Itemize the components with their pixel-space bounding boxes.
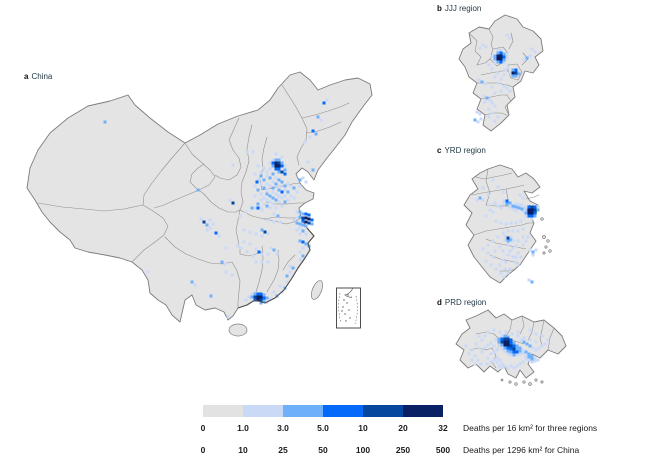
legend-tick: 50 xyxy=(318,445,328,455)
legend-color-cell xyxy=(203,405,243,417)
legend-color-cell xyxy=(403,405,443,417)
legend-tick: 20 xyxy=(398,423,408,433)
prd-region-map xyxy=(455,309,567,386)
panel-label-china: a China xyxy=(24,72,52,82)
panel-label-jjj: b JJJ region xyxy=(437,4,481,14)
panel-title: China xyxy=(31,72,53,81)
legend-tick: 100 xyxy=(355,445,371,455)
taiwan-island xyxy=(311,280,323,300)
yrd-heat-layer xyxy=(475,178,540,284)
zhoushan-islands xyxy=(540,217,552,255)
legend-tick: 0 xyxy=(200,423,206,433)
legend-color-cell xyxy=(283,405,323,417)
legend-tick: 32 xyxy=(438,423,448,433)
south-china-sea-inset xyxy=(336,287,361,329)
legend-tick: 3.0 xyxy=(277,423,289,433)
china-map xyxy=(26,71,373,337)
panel-title: YRD region xyxy=(444,146,486,155)
panel-title: PRD region xyxy=(444,298,487,307)
hainan-island xyxy=(228,323,248,337)
china-heat-layer xyxy=(103,98,329,330)
legend-color-cell xyxy=(243,405,283,417)
prd-islands xyxy=(500,378,544,386)
southeast-coastline xyxy=(237,227,315,309)
jjj-heat-layer xyxy=(473,33,537,124)
legend-tick: 5.0 xyxy=(317,423,329,433)
legend-color-cell xyxy=(323,405,363,417)
legend-tick: 1.0 xyxy=(237,423,249,433)
color-legend: 0 1.0 3.0 5.0 10 20 32 0 10 25 50 100 250 500 Deaths… xyxy=(200,404,647,464)
panel-label-prd: d PRD region xyxy=(437,298,486,308)
legend-tick: 500 xyxy=(435,445,451,455)
panel-letter: d xyxy=(437,298,442,307)
panel-letter: c xyxy=(437,146,442,155)
yrd-region-map xyxy=(463,164,552,284)
panel-title: JJJ region xyxy=(444,4,482,13)
legend-tick: 250 xyxy=(395,445,411,455)
panel-letter: b xyxy=(437,4,442,13)
legend-color-bar xyxy=(203,405,443,417)
legend-ticks-china: 0 10 25 50 100 250 500 xyxy=(200,445,450,455)
legend-tick: 0 xyxy=(200,445,206,455)
legend-color-cell xyxy=(363,405,403,417)
legend-label-regions: Deaths per 16 km² for three regions xyxy=(463,423,598,433)
legend-tick: 10 xyxy=(238,445,248,455)
panel-letter: a xyxy=(24,72,29,81)
legend-tick: 10 xyxy=(358,423,368,433)
prd-heat-layer xyxy=(464,328,550,370)
legend-label-china: Deaths per 1296 km² for China xyxy=(463,445,580,455)
legend-ticks-regions: 0 1.0 3.0 5.0 10 20 32 xyxy=(200,423,448,433)
panel-label-yrd: c YRD region xyxy=(437,146,486,156)
jjj-region-map xyxy=(458,14,544,132)
legend-tick: 25 xyxy=(278,445,288,455)
